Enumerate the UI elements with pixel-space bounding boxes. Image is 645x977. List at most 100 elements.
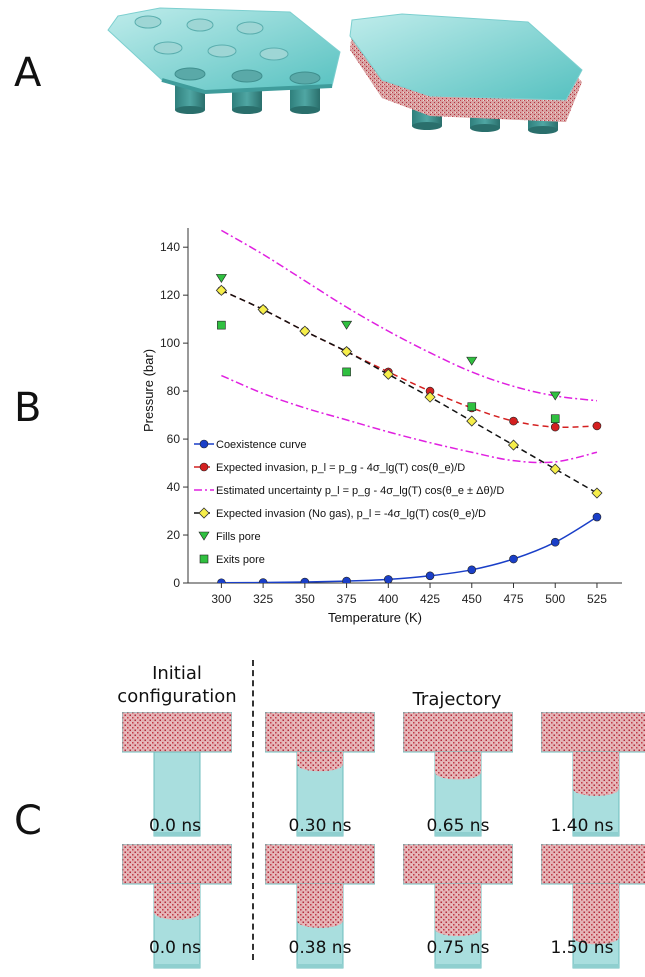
- legend-entry-coex: Coexistence curve: [194, 439, 307, 451]
- time-label-r2-2: 0.75 ns: [426, 938, 490, 958]
- y-tick-label: 100: [160, 336, 180, 350]
- series-coex: [217, 512, 602, 583]
- series-line-expinv: [221, 289, 597, 429]
- data-point-expinv: [509, 416, 518, 426]
- legend-label-fills: Fills pore: [216, 531, 261, 543]
- time-label-r1-3: 1.40 ns: [550, 816, 614, 836]
- time-label-r1-0: 0.0 ns: [148, 816, 202, 836]
- data-point-fills: [215, 274, 227, 283]
- legend-entry-unc: Estimated uncertainty p_l = p_g - 4σ_lg(…: [194, 485, 504, 497]
- time-label-r2-3: 1.50 ns: [550, 938, 614, 958]
- panel-label-c: C: [14, 798, 42, 844]
- series-nogas: [215, 284, 603, 499]
- data-point-nogas: [591, 487, 603, 499]
- panel-a-illustration: [107, 7, 583, 134]
- data-point-coex: [217, 578, 226, 583]
- series-line-coex: [221, 516, 598, 583]
- x-tick-label: 525: [587, 592, 607, 606]
- initial-configuration-header: Initial configuration: [112, 662, 242, 708]
- data-point-fills: [549, 391, 561, 401]
- data-point-coex: [425, 571, 435, 581]
- data-point-nogas: [299, 325, 311, 337]
- legend-label-exits: Exits pore: [216, 554, 265, 566]
- legend-label-expinv: Expected invasion, p_l = p_g - 4σ_lg(T) …: [216, 462, 465, 474]
- data-point-coex: [592, 512, 602, 522]
- data-point-fills: [341, 320, 353, 330]
- snapshot-svg: [121, 711, 233, 837]
- legend-entry-nogas: Expected invasion (No gas), p_l = -4σ_lg…: [194, 507, 486, 520]
- x-tick-label: 450: [462, 592, 482, 606]
- chart-axes: 0 20 40 60 80 100 120 140 300 325 350 375 400 425 450 4…: [141, 228, 622, 625]
- x-tick-label: 300: [211, 592, 231, 606]
- snapshot-r2-1: [264, 843, 376, 974]
- panel-label-b: B: [14, 385, 42, 431]
- x-tick-label: 425: [420, 592, 440, 606]
- snapshot-svg: [540, 843, 645, 969]
- data-point-fills: [466, 356, 478, 366]
- data-point-nogas: [257, 303, 269, 316]
- hexagonal-slab-filled: [349, 13, 583, 122]
- data-point-nogas: [507, 439, 520, 451]
- snapshot-r1-1: [264, 711, 376, 842]
- x-tick-label: 475: [503, 592, 523, 606]
- data-point-coex: [550, 537, 560, 547]
- snapshot-svg: [540, 711, 645, 837]
- legend-marker-coex: [199, 439, 209, 449]
- data-point-nogas: [549, 463, 561, 475]
- y-tick-label: 40: [167, 480, 181, 494]
- initial-header-line-2: configuration: [117, 686, 237, 707]
- time-label-r2-1: 0.38 ns: [288, 938, 352, 958]
- data-point-coex: [258, 578, 268, 583]
- legend-entry-fills: Fills pore: [198, 531, 261, 543]
- legend-entry-expinv: Expected invasion, p_l = p_g - 4σ_lg(T) …: [194, 462, 465, 474]
- series-exits: [217, 320, 560, 423]
- series-line-nogas: [221, 289, 598, 494]
- data-point-exits: [342, 367, 351, 377]
- legend-entry-exits: Exits pore: [199, 554, 265, 566]
- chart-legend: Coexistence curve Expected invasion, p_l …: [194, 439, 504, 566]
- series-line-unc_lower: [221, 374, 598, 464]
- data-point-coex: [384, 575, 393, 583]
- snapshot-r1-3: [540, 711, 645, 842]
- x-tick-label: 400: [378, 592, 398, 606]
- data-point-expinv: [550, 422, 560, 432]
- data-point-nogas: [341, 345, 353, 358]
- initial-header-line-1: Initial: [152, 663, 202, 684]
- data-point-nogas: [424, 391, 436, 403]
- data-point-coex: [300, 577, 310, 583]
- y-tick-label: 120: [160, 288, 180, 302]
- y-tick-label: 140: [160, 240, 180, 254]
- data-point-expinv: [592, 421, 602, 431]
- time-label-r1-1: 0.30 ns: [288, 816, 352, 836]
- series-expinv: [217, 286, 602, 432]
- legend-label-unc: Estimated uncertainty p_l = p_g - 4σ_lg(…: [216, 485, 504, 497]
- x-axis-title: Temperature (K): [328, 610, 422, 625]
- x-tick-label: 350: [295, 592, 315, 606]
- panel-label-a: A: [14, 50, 42, 96]
- snapshot-r1-0: [121, 711, 233, 842]
- data-point-nogas: [382, 368, 394, 380]
- chart-series: [215, 229, 603, 583]
- legend-marker-expinv: [199, 462, 209, 472]
- data-point-exits: [467, 402, 477, 411]
- legend-marker-fills: [198, 531, 210, 541]
- snapshot-r1-2: [402, 711, 514, 842]
- y-tick-label: 20: [167, 528, 181, 542]
- legend-marker-nogas: [198, 507, 210, 519]
- series-unc_upper: [221, 229, 598, 402]
- snapshot-r2-3: [540, 843, 645, 974]
- series-fills: [215, 274, 561, 401]
- data-point-coex: [342, 576, 351, 583]
- x-tick-label: 375: [337, 592, 357, 606]
- snapshot-r2-2: [402, 843, 514, 974]
- time-label-r1-2: 0.65 ns: [426, 816, 490, 836]
- snapshot-svg: [264, 711, 376, 837]
- legend-label-nogas: Expected invasion (No gas), p_l = -4σ_lg…: [216, 508, 486, 520]
- y-tick-label: 60: [167, 432, 181, 446]
- time-label-r2-0: 0.0 ns: [148, 938, 202, 958]
- hexagonal-slab-empty: [107, 7, 341, 95]
- y-axis-title: Pressure (bar): [141, 349, 156, 432]
- x-tick-label: 500: [545, 592, 565, 606]
- legend-marker-exits: [199, 554, 209, 564]
- data-point-nogas: [215, 284, 227, 296]
